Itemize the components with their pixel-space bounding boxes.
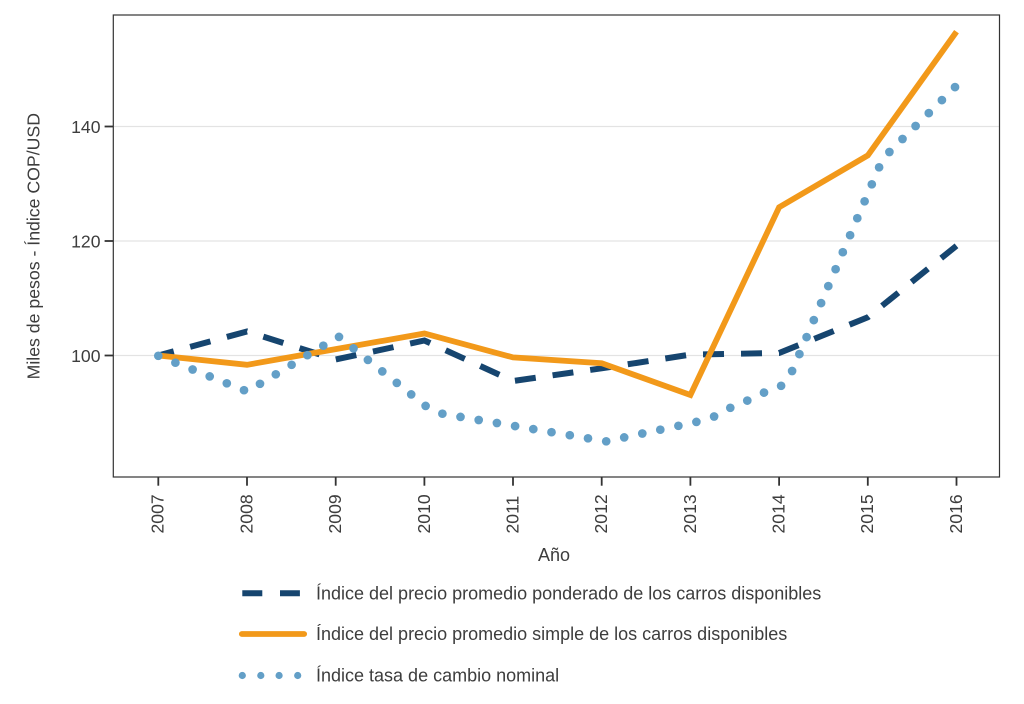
svg-text:2008: 2008 (236, 494, 256, 533)
svg-text:2013: 2013 (680, 494, 700, 533)
svg-text:Año: Año (538, 545, 570, 565)
svg-text:2015: 2015 (857, 494, 877, 533)
svg-text:Índice del precio promedio sim: Índice del precio promedio simple de los… (316, 624, 787, 644)
svg-text:Índice tasa de cambio nominal: Índice tasa de cambio nominal (316, 666, 559, 686)
svg-text:2012: 2012 (591, 494, 611, 533)
svg-text:2016: 2016 (946, 494, 966, 533)
svg-text:100: 100 (71, 346, 101, 366)
svg-text:2011: 2011 (502, 496, 522, 534)
svg-text:140: 140 (71, 117, 101, 137)
svg-text:2007: 2007 (148, 494, 168, 533)
svg-text:120: 120 (71, 231, 101, 251)
svg-text:2009: 2009 (325, 494, 345, 533)
svg-text:2014: 2014 (769, 494, 789, 533)
svg-text:2010: 2010 (414, 494, 434, 533)
svg-text:Índice del precio promedio pon: Índice del precio promedio ponderado de … (316, 583, 821, 603)
svg-text:Miles de pesos - Índice COP/US: Miles de pesos - Índice COP/USD (24, 113, 44, 379)
